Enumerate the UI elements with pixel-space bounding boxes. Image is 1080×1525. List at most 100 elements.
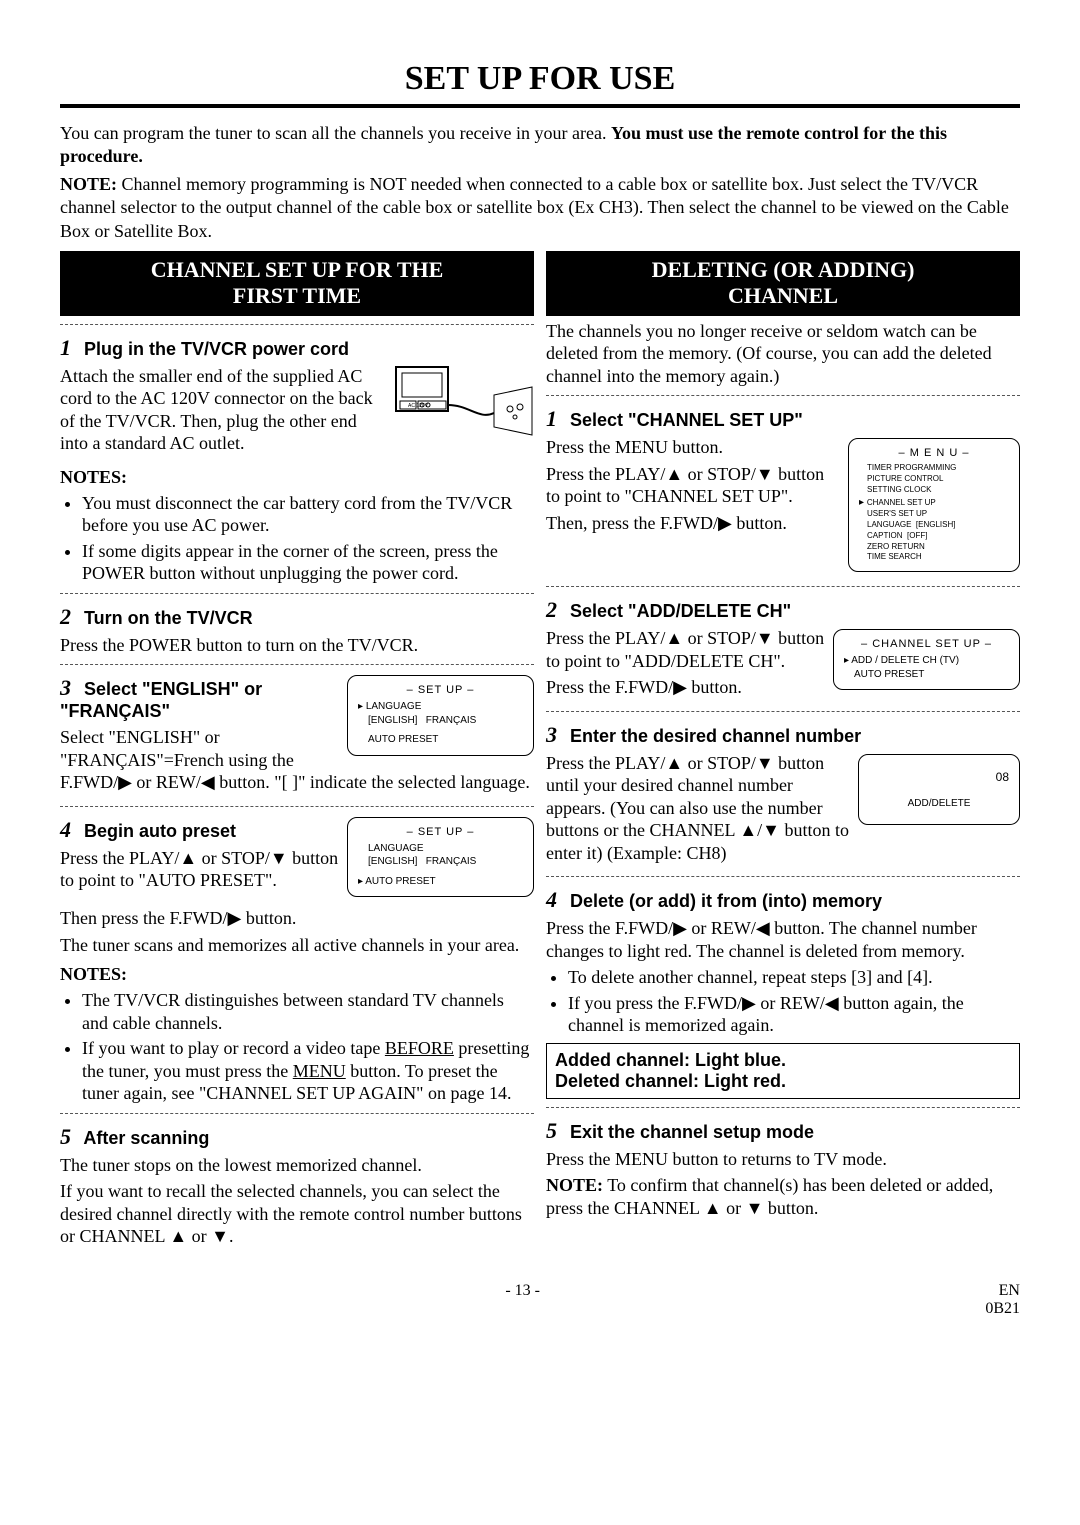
divider: [546, 395, 1020, 396]
columns: CHANNEL SET UP FOR THE FIRST TIME 1 Plug…: [60, 251, 1020, 1252]
right-step4-li1: To delete another channel, repeat steps …: [568, 966, 1020, 989]
left-step5-b2: If you want to recall the selected chann…: [60, 1180, 534, 1248]
left-column: CHANNEL SET UP FOR THE FIRST TIME 1 Plug…: [60, 251, 534, 1252]
osd-line: AUTO PRESET: [358, 733, 523, 747]
right-step3-title: Enter the desired channel number: [570, 726, 861, 746]
intro-p2: NOTE: Channel memory programming is NOT …: [60, 173, 1020, 243]
osd-line: [ENGLISH] FRANÇAIS: [358, 855, 523, 869]
left-notes2-list: The TV/VCR distinguishes between standar…: [60, 989, 534, 1105]
osd-title: – SET UP –: [358, 826, 523, 838]
left-step5-b1: The tuner stops on the lowest memorized …: [60, 1154, 534, 1177]
left-step2-title: Turn on the TV/VCR: [84, 608, 253, 628]
osd-line: LANGUAGE: [358, 842, 523, 856]
left-notes2-i2: If you want to play or record a video ta…: [82, 1037, 534, 1105]
page-title: SET UP FOR USE: [60, 60, 1020, 98]
right-column: DELETING (OR ADDING) CHANNEL The channel…: [546, 251, 1020, 1252]
intro-block: You can program the tuner to scan all th…: [60, 122, 1020, 243]
osd-line: [ENGLISH] FRANÇAIS: [358, 714, 523, 728]
left-step3-num: 3: [60, 675, 71, 700]
left-notes2-i1: The TV/VCR distinguishes between standar…: [82, 989, 534, 1034]
right-header-l2: CHANNEL: [728, 283, 838, 308]
callout-line1: Added channel: Light blue.: [555, 1050, 1011, 1071]
left-osd-setup-2: – SET UP – LANGUAGE [ENGLISH] FRANÇAIS A…: [347, 817, 534, 898]
t: MENU: [293, 1061, 346, 1081]
osd-line: USER'S SET UP: [859, 509, 1009, 520]
right-step1-title: Select "CHANNEL SET UP": [570, 410, 803, 430]
right-step1-head: 1 Select "CHANNEL SET UP": [546, 406, 1020, 432]
right-step3-num: 3: [546, 722, 557, 747]
page-number: - 13 -: [505, 1282, 540, 1318]
left-notes1-i2: If some digits appear in the corner of t…: [82, 540, 534, 585]
right-step1-num: 1: [546, 406, 557, 431]
osd-line: CHANNEL SET UP: [859, 496, 1009, 510]
left-osd-setup-1: – SET UP – LANGUAGE [ENGLISH] FRANÇAIS A…: [347, 675, 534, 756]
left-step3-title: Select "ENGLISH" or "FRANÇAIS": [60, 679, 262, 721]
right-osd-adddelete: 08 ADD/DELETE: [858, 754, 1020, 826]
left-header-l1: CHANNEL SET UP FOR THE: [151, 257, 444, 282]
left-step2-head: 2 Turn on the TV/VCR: [60, 604, 534, 630]
callout-line2: Deleted channel: Light red.: [555, 1071, 1011, 1092]
right-step2-title: Select "ADD/DELETE CH": [570, 601, 791, 621]
right-step5-b1: Press the MENU button to returns to TV m…: [546, 1148, 1020, 1171]
left-header-l2: FIRST TIME: [233, 283, 361, 308]
divider: [546, 711, 1020, 712]
footer-code-id: 0B21: [985, 1300, 1020, 1318]
left-step2-body: Press the POWER button to turn on the TV…: [60, 634, 534, 657]
footer-right: EN 0B21: [985, 1282, 1020, 1318]
right-step2-num: 2: [546, 597, 557, 622]
intro-p1: You can program the tuner to scan all th…: [60, 122, 1020, 169]
osd-line: TIME SEARCH: [859, 552, 1009, 563]
left-step2-num: 2: [60, 604, 71, 629]
left-step4-num: 4: [60, 817, 71, 842]
divider: [60, 593, 534, 594]
right-step5-note-body: To confirm that channel(s) has been dele…: [546, 1175, 993, 1218]
footer-code-en: EN: [985, 1282, 1020, 1300]
left-step5-num: 5: [60, 1124, 71, 1149]
t: If you want to play or record a video ta…: [82, 1038, 385, 1058]
osd-line: AUTO PRESET: [358, 875, 523, 889]
left-notes1-i1: You must disconnect the car battery cord…: [82, 492, 534, 537]
divider: [60, 664, 534, 665]
title-rule: [60, 104, 1020, 108]
osd-line: PICTURE CONTROL: [859, 474, 1009, 485]
right-section-header: DELETING (OR ADDING) CHANNEL: [546, 251, 1020, 316]
left-section-header: CHANNEL SET UP FOR THE FIRST TIME: [60, 251, 534, 316]
osd-line: ADD / DELETE CH (TV): [844, 654, 1009, 668]
right-step5-head: 5 Exit the channel setup mode: [546, 1118, 1020, 1144]
right-header-l1: DELETING (OR ADDING): [652, 257, 915, 282]
right-step2-head: 2 Select "ADD/DELETE CH": [546, 597, 1020, 623]
left-step5-head: 5 After scanning: [60, 1124, 534, 1150]
osd-line: LANGUAGE [ENGLISH]: [859, 520, 1009, 531]
channel-color-callout: Added channel: Light blue. Deleted chann…: [546, 1043, 1020, 1099]
osd-line: TIMER PROGRAMMING: [859, 463, 1009, 474]
right-intro: The channels you no longer receive or se…: [546, 320, 1020, 388]
intro-p1a: You can program the tuner to scan all th…: [60, 123, 611, 143]
left-step4-b2: Then press the F.FWD/▶ button.: [60, 907, 534, 930]
divider: [60, 806, 534, 807]
right-step4-list: To delete another channel, repeat steps …: [546, 966, 1020, 1037]
osd-line: LANGUAGE: [358, 700, 523, 714]
right-osd-menu: – M E N U – TIMER PROGRAMMING PICTURE CO…: [848, 438, 1020, 572]
osd-title: – M E N U –: [859, 447, 1009, 459]
right-step5-b2: NOTE: To confirm that channel(s) has bee…: [546, 1174, 1020, 1219]
right-osd-chsetup: – CHANNEL SET UP – ADD / DELETE CH (TV) …: [833, 629, 1020, 690]
intro-p2b: Channel memory programming is NOT needed…: [60, 174, 1009, 241]
t: BEFORE: [385, 1038, 454, 1058]
osd-title: – CHANNEL SET UP –: [844, 638, 1009, 650]
divider: [60, 324, 534, 325]
osd-line: AUTO PRESET: [844, 668, 1009, 682]
page-footer: - 13 - EN 0B21: [60, 1282, 1020, 1318]
right-step4-num: 4: [546, 887, 557, 912]
right-step4-head: 4 Delete (or add) it from (into) memory: [546, 887, 1020, 913]
osd-line: ADD/DELETE: [869, 797, 1009, 811]
right-step5-note-label: NOTE:: [546, 1175, 603, 1195]
right-step5-title: Exit the channel setup mode: [570, 1122, 814, 1142]
right-step4-li2: If you press the F.FWD/▶ or REW/◀ button…: [568, 992, 1020, 1037]
intro-p2a: NOTE:: [60, 174, 117, 194]
left-step1-title: Plug in the TV/VCR power cord: [84, 339, 349, 359]
left-notes2-head: NOTES:: [60, 964, 534, 985]
left-step1-head: 1 Plug in the TV/VCR power cord: [60, 335, 534, 361]
osd-line: SETTING CLOCK: [859, 485, 1009, 496]
left-step4-b3: The tuner scans and memorizes all active…: [60, 934, 534, 957]
tv-outlet-icon: AC 120V: [394, 365, 534, 445]
